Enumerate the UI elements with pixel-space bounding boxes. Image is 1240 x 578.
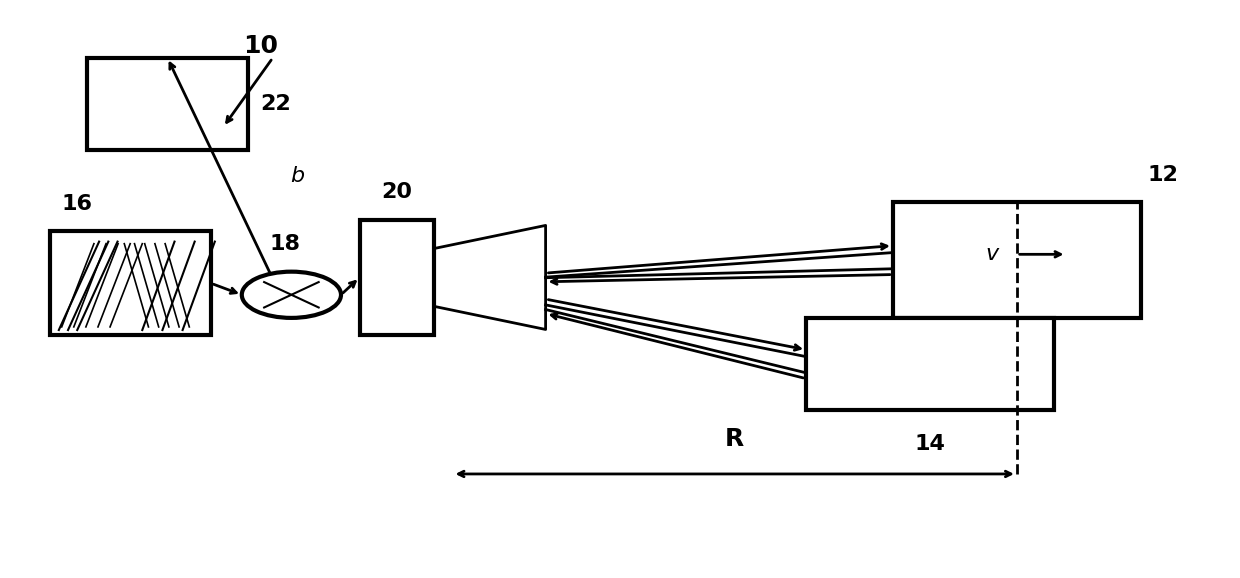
Text: 22: 22 [260, 94, 291, 114]
FancyBboxPatch shape [360, 220, 434, 335]
Text: 14: 14 [915, 434, 945, 454]
FancyBboxPatch shape [50, 231, 211, 335]
Text: b: b [290, 166, 305, 186]
FancyBboxPatch shape [87, 58, 248, 150]
Text: v: v [986, 244, 998, 264]
Text: R: R [725, 427, 744, 451]
Text: 20: 20 [381, 182, 412, 202]
Text: 16: 16 [62, 194, 93, 214]
Text: 18: 18 [270, 234, 300, 254]
Circle shape [242, 272, 341, 318]
FancyBboxPatch shape [806, 318, 1054, 410]
Text: 12: 12 [1147, 165, 1178, 185]
Text: 10: 10 [243, 34, 278, 58]
FancyBboxPatch shape [893, 202, 1141, 318]
